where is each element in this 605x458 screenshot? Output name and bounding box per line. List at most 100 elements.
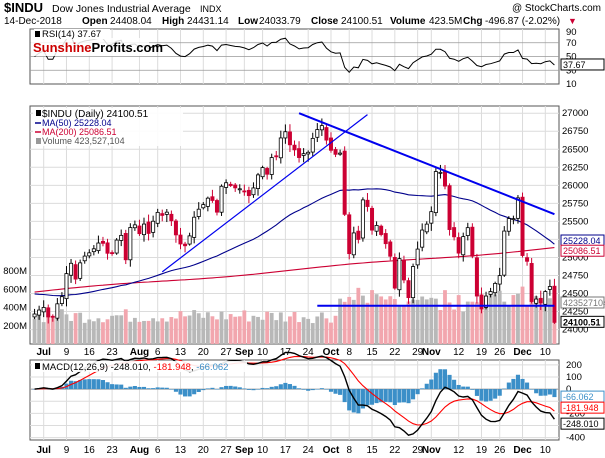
volume-bar: [338, 298, 343, 344]
candle: [173, 218, 178, 243]
rsi-legend-swatch: [35, 31, 40, 37]
macd-histogram-bar: [214, 388, 220, 390]
candle-body: [265, 168, 270, 175]
x-label-macd: 15: [366, 445, 378, 456]
candle-body: [146, 221, 151, 234]
macd-histogram-bar: [351, 389, 356, 413]
macd-histogram-bar: [123, 387, 128, 390]
price-value-badge: 25086.51: [560, 244, 605, 257]
macd-legend: MACD(12,26,9) -248.010, -181.948, -66.06…: [32, 361, 247, 373]
candle-body: [178, 234, 183, 245]
macd-histogram-bar: [205, 388, 210, 390]
candle: [342, 146, 347, 216]
volume-bar: [132, 317, 137, 344]
volume-bar: [484, 304, 488, 344]
macd-histogram-bar: [155, 387, 160, 390]
volume-bar: [151, 318, 156, 344]
svg-text:SunshineProfits.com: SunshineProfits.com: [33, 40, 163, 55]
macd-histogram-bar: [265, 388, 270, 390]
x-label-price: 23: [107, 347, 119, 358]
macd-legend-swatch: [35, 363, 40, 369]
x-label-price: 24: [303, 347, 315, 358]
candle: [474, 253, 479, 304]
candle-body: [274, 155, 279, 158]
candle: [91, 245, 96, 256]
candle: [219, 184, 224, 216]
candle: [233, 183, 238, 192]
volume-bar: [547, 298, 552, 344]
candle: [64, 266, 69, 307]
candle: [388, 239, 393, 261]
macd-value-badge-text: -248.010: [563, 419, 599, 429]
volume-bar: [192, 310, 197, 344]
logo-profits: Profits: [92, 40, 133, 55]
macd-histogram-bar: [456, 384, 461, 390]
x-label-macd: Jul: [36, 445, 51, 456]
volume-bar: [119, 315, 124, 344]
candle-body: [488, 291, 493, 295]
rsi-tick-label: 50: [566, 52, 577, 63]
volume-bar: [374, 294, 379, 344]
candle: [333, 146, 338, 158]
volume-bar: [32, 318, 37, 344]
candle: [552, 278, 557, 324]
candle-body: [187, 235, 192, 245]
candle: [224, 179, 229, 195]
candle-body: [142, 223, 147, 236]
macd-histogram-bar: [342, 389, 347, 403]
volume-bar: [55, 318, 60, 344]
volume-bar: [297, 322, 301, 344]
candle-body: [534, 298, 539, 304]
macd-histogram-bar: [483, 389, 489, 402]
chg-value: -496.87 (-2.02%): [485, 16, 560, 27]
x-label-price: 8: [346, 347, 352, 358]
volume-bar: [342, 301, 347, 344]
price-tick-label: 24250: [562, 307, 588, 318]
candle: [256, 172, 261, 196]
candle: [196, 202, 201, 220]
volume-bar: [233, 316, 238, 344]
volume-bar: [242, 310, 247, 344]
volume-bar: [219, 311, 224, 344]
macd-histogram-bar: [420, 388, 425, 390]
candle-body: [82, 255, 87, 262]
candle-body: [173, 220, 178, 236]
chg-label: Chg: [463, 16, 482, 27]
candle: [37, 305, 42, 320]
candle-body: [324, 127, 329, 141]
candle-body: [465, 227, 470, 236]
candle-body: [205, 197, 210, 207]
candle: [283, 124, 288, 144]
low-value: 24033.79: [259, 16, 301, 27]
macd-histogram-bar: [338, 389, 343, 395]
volume-bars: [32, 286, 557, 344]
candle: [192, 211, 197, 244]
candle-body: [237, 188, 242, 191]
macd-histogram-bar: [196, 389, 201, 392]
candle: [365, 193, 370, 212]
volume-bar: [101, 322, 105, 344]
volume-bar: [301, 317, 306, 344]
macd-histogram-bar: [105, 382, 110, 390]
volume-bar: [438, 309, 443, 344]
volume-bar: [383, 299, 388, 344]
candle-body: [192, 216, 197, 238]
volume-bar: [470, 301, 475, 344]
candle: [415, 241, 420, 269]
candle: [479, 287, 484, 314]
price-tick-label: 26250: [562, 162, 588, 173]
candle-body: [470, 226, 475, 257]
candle-body: [132, 224, 137, 229]
macd-histogram-bar: [187, 389, 192, 397]
price-tick-label: 24500: [562, 289, 588, 300]
macd-histogram-bar: [310, 389, 315, 391]
legend-ma200: MA(200) 25086.51: [42, 127, 117, 137]
candle-body: [287, 131, 292, 146]
price-tick-label: 26750: [562, 126, 588, 137]
candle: [411, 263, 416, 304]
macd-histogram-bar: [100, 380, 106, 390]
x-label-price: 17: [280, 347, 292, 358]
macd-histogram-bar: [315, 388, 320, 390]
candle: [73, 260, 78, 285]
candle: [401, 255, 406, 284]
